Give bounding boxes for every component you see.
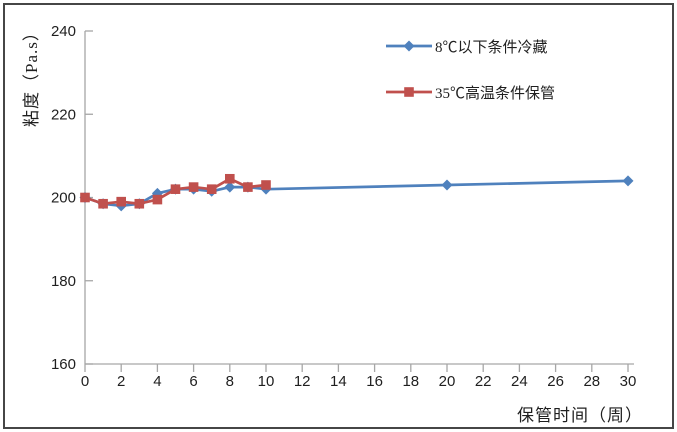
y-tick-label: 200	[51, 190, 76, 207]
x-tick-label: 28	[583, 373, 600, 390]
legend-marker-diamond-icon	[386, 39, 432, 53]
x-tick-label: 26	[547, 373, 564, 390]
data-point-square	[116, 196, 126, 207]
x-axis-title: 保管时间（周）	[517, 406, 643, 425]
legend-item-high-temp: 35℃高温条件保管	[386, 82, 555, 102]
x-tick-label: 22	[475, 373, 492, 390]
data-point-square	[152, 194, 163, 205]
x-tick-label: 8	[226, 373, 234, 390]
data-point-square	[134, 198, 145, 209]
y-tick-label: 240	[51, 23, 76, 40]
x-tick-label: 4	[153, 373, 161, 390]
data-point-square	[188, 182, 199, 192]
data-point-diamond	[441, 179, 453, 191]
x-tick-label: 0	[81, 373, 89, 390]
x-tick-label: 16	[366, 373, 383, 390]
data-point-square	[98, 198, 108, 209]
y-tick-label: 180	[51, 273, 76, 290]
data-point-diamond	[622, 175, 634, 187]
data-point-square	[243, 182, 253, 192]
legend-marker-square-icon	[386, 85, 432, 99]
data-point-square	[170, 184, 181, 194]
legend: 8℃以下条件冷藏 35℃高温条件保管	[386, 36, 555, 128]
x-tick-label: 30	[620, 373, 637, 390]
y-tick-label: 220	[51, 106, 76, 123]
data-point-diamond	[224, 181, 236, 193]
x-tick-label: 14	[330, 373, 347, 390]
x-tick-label: 6	[189, 373, 197, 390]
data-point-square	[206, 184, 217, 194]
legend-label-refrigerated: 8℃以下条件冷藏	[435, 39, 548, 56]
legend-item-refrigerated: 8℃以下条件冷藏	[386, 36, 555, 56]
data-point-square	[80, 192, 90, 203]
x-tick-label: 2	[117, 373, 125, 390]
y-tick-label: 160	[51, 356, 76, 373]
x-tick-label: 10	[258, 373, 275, 390]
legend-label-high-temp: 35℃高温条件保管	[435, 85, 556, 102]
x-tick-label: 18	[402, 373, 419, 390]
y-axis-title: 粘度（Pa.s）	[22, 23, 41, 127]
data-point-square	[225, 173, 235, 184]
x-tick-label: 12	[294, 373, 311, 390]
x-tick-label: 24	[511, 373, 528, 390]
data-point-square	[261, 180, 271, 190]
x-tick-label: 20	[439, 373, 456, 390]
